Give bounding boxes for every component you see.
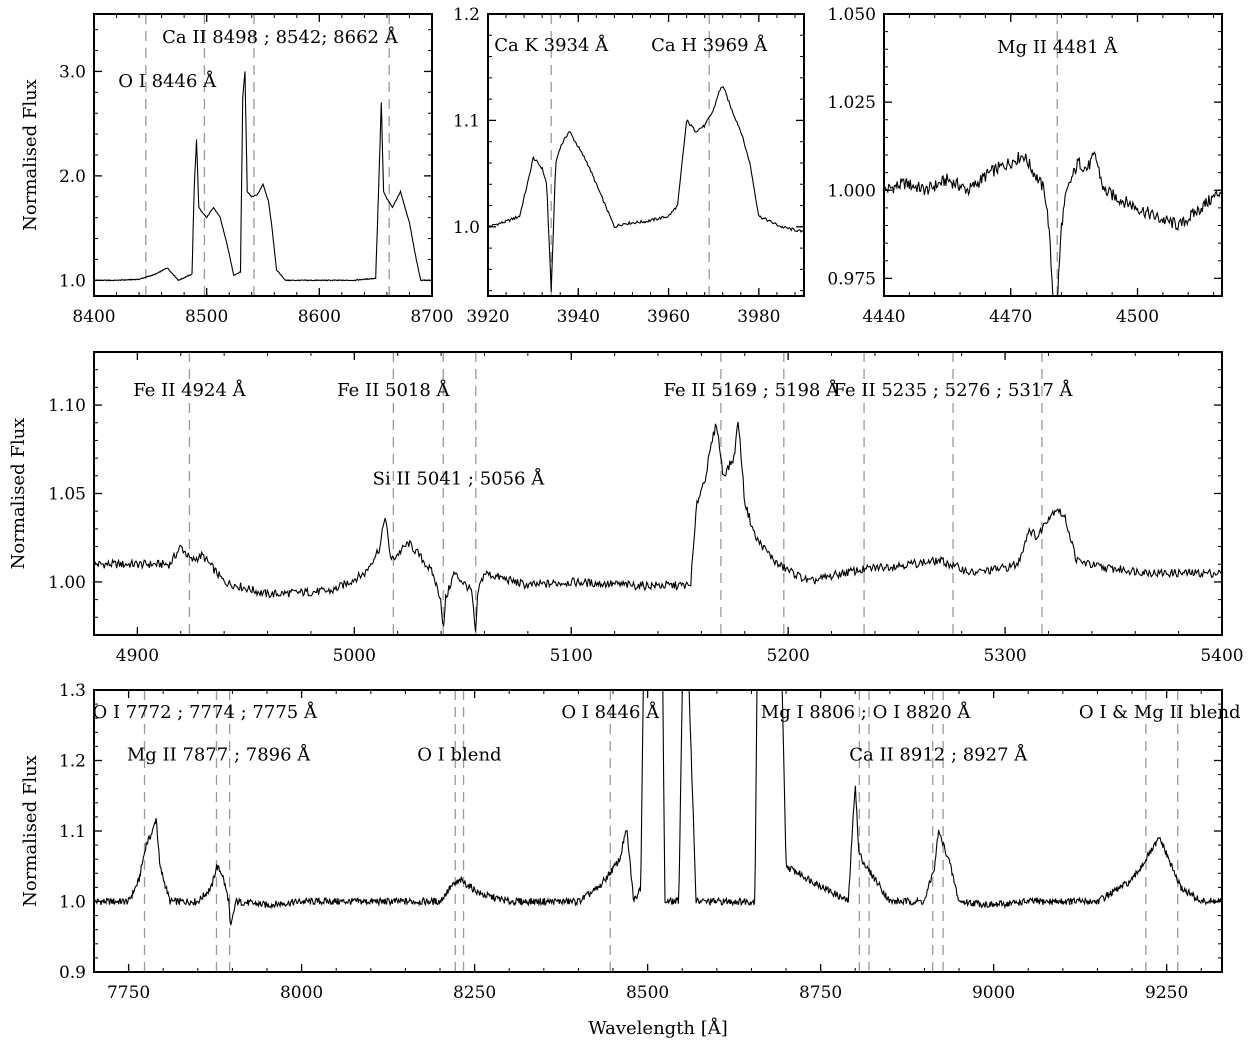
x-tick-label: 4440	[862, 307, 905, 327]
line-annotation: O I & Mg II blend	[1079, 702, 1241, 723]
line-annotation: Fe II 5169 ; 5198 Å	[663, 379, 840, 401]
y-tick-label: 1.000	[827, 181, 876, 201]
y-axis-label: Normalised Flux	[20, 755, 41, 907]
y-tick-label: 1.10	[48, 396, 86, 416]
y-tick-label: 2.0	[59, 167, 86, 187]
y-tick-label: 0.975	[827, 269, 876, 289]
mg-ii-panel: 4440 4470 4500 0.975 1.000 1.025 1.050 Mg II 44…	[827, 5, 1223, 327]
spectrum-trace	[488, 85, 804, 292]
x-tick-label: 4470	[989, 307, 1032, 327]
line-annotation: O I 7772 ; 7774 ; 7775 Å	[92, 701, 317, 723]
x-tick-label: 5300	[983, 646, 1026, 666]
plot-frame	[93, 689, 1223, 973]
x-tick-label: 8000	[280, 983, 323, 1003]
fe-ii-panel: 4900 5000 5100 5200 5300 5400 1.00 1.05 1.10 Norm…	[8, 351, 1244, 666]
x-tick-label: 3920	[466, 307, 509, 327]
x-tick-label: 8400	[72, 307, 115, 327]
ca-hk-panel: 3920 3940 3960 3980 1.0 1.1 1.2 Ca K 3934 Å Ca H…	[453, 5, 805, 327]
line-annotation: Mg II 7877 ; 7896 Å	[127, 744, 311, 766]
x-tick-label: 5400	[1200, 646, 1243, 666]
y-tick-label: 1.3	[59, 681, 86, 701]
y-tick-label: 1.050	[827, 5, 876, 25]
line-annotation: Ca H 3969 Å	[651, 34, 768, 56]
y-tick-label: 0.9	[59, 963, 86, 983]
y-tick-label: 1.2	[453, 5, 480, 25]
line-annotation: Mg I 8806 ; O I 8820 Å	[761, 701, 972, 723]
line-annotation: Fe II 5018 Å	[337, 379, 450, 401]
x-tick-label: 3940	[557, 307, 600, 327]
spectrum-trace	[94, 421, 1222, 632]
x-tick-label: 8500	[626, 983, 669, 1003]
line-annotation: Ca K 3934 Å	[494, 34, 609, 56]
line-annotation: O I 8446 Å	[118, 70, 217, 92]
near-ir-panel: 7750 8000 8250 8500 8750 9000 9250 0.9 1.0 1.1 1.2…	[20, 681, 1241, 1039]
line-annotation: O I blend	[417, 745, 501, 766]
line-annotation: Fe II 4924 Å	[133, 379, 246, 401]
x-tick-label: 7750	[107, 983, 150, 1003]
y-tick-label: 1.00	[48, 573, 86, 593]
y-tick-label: 1.0	[59, 271, 86, 291]
line-annotation: O I 8446 Å	[561, 701, 660, 723]
line-annotation: Ca II 8912 ; 8927 Å	[849, 744, 1028, 766]
x-tick-label: 9000	[972, 983, 1015, 1003]
plot-frame	[487, 13, 805, 297]
plot-frame	[93, 13, 433, 297]
x-tick-label: 4500	[1116, 307, 1159, 327]
x-axis-label: Wavelength [Å]	[588, 1017, 728, 1039]
y-axis-label: Normalised Flux	[20, 79, 41, 231]
y-axis-label: Normalised Flux	[8, 418, 29, 570]
x-tick-label: 4900	[116, 646, 159, 666]
ca-triplet-panel: 8400 8500 8600 8700 1.0 2.0 3.0 Normalised Flux…	[20, 13, 454, 327]
spectrum-trace	[884, 150, 1222, 296]
y-tick-label: 1.025	[827, 93, 876, 113]
x-tick-label: 9250	[1145, 983, 1188, 1003]
x-tick-label: 8500	[185, 307, 228, 327]
y-tick-label: 1.0	[59, 893, 86, 913]
y-tick-label: 3.0	[59, 62, 86, 82]
line-annotation: Fe II 5235 ; 5276 ; 5317 Å	[834, 379, 1074, 401]
x-tick-label: 8250	[453, 983, 496, 1003]
x-tick-label: 8750	[799, 983, 842, 1003]
x-tick-label: 8600	[298, 307, 341, 327]
line-annotation: Mg II 4481 Å	[997, 36, 1118, 58]
y-tick-label: 1.1	[453, 111, 480, 131]
line-annotation: Si II 5041 ; 5056 Å	[373, 468, 546, 490]
x-tick-label: 3980	[737, 307, 780, 327]
y-tick-label: 1.2	[59, 752, 86, 772]
x-tick-label: 5200	[767, 646, 810, 666]
spectrum-trace	[94, 690, 1222, 926]
x-tick-label: 5000	[333, 646, 376, 666]
y-tick-label: 1.0	[453, 218, 480, 238]
y-tick-label: 1.1	[59, 822, 86, 842]
x-tick-label: 3960	[647, 307, 690, 327]
x-tick-label: 5100	[550, 646, 593, 666]
spectrum-trace	[94, 71, 432, 282]
y-tick-label: 1.05	[48, 485, 86, 505]
line-annotation: Ca II 8498 ; 8542; 8662 Å	[162, 26, 399, 48]
x-tick-label: 8700	[410, 307, 453, 327]
